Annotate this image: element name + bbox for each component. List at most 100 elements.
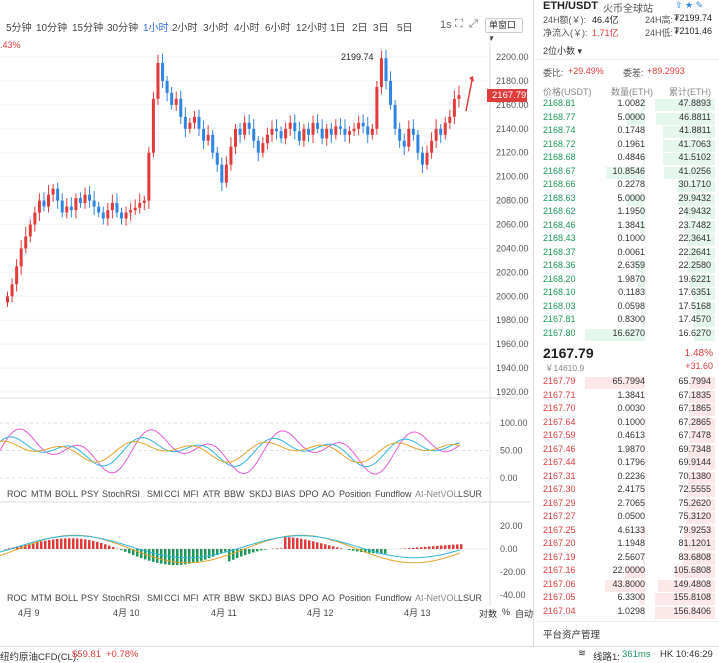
indicator-14[interactable]: Position — [339, 489, 371, 499]
indicator-11[interactable]: BIAS — [275, 489, 296, 499]
decimals-select[interactable]: 2位小数 ▾ — [543, 44, 582, 57]
indicator-2-b[interactable]: BOLL — [55, 593, 78, 603]
price-cell: 2167.20 — [543, 538, 576, 548]
indicator-12-b[interactable]: DPO — [299, 593, 319, 603]
fullscreen-icon[interactable]: ⛶ — [455, 18, 463, 31]
indicator-10-b[interactable]: SKDJ — [249, 593, 272, 603]
share-icon[interactable]: ⇪ ★ ✎ — [675, 0, 703, 11]
interval-1[interactable]: 10分钟 — [36, 19, 67, 34]
indicator-16[interactable]: AI-NetVOL — [415, 489, 459, 499]
interval-7[interactable]: 4小时 — [234, 19, 260, 34]
indicator-3-b[interactable]: PSY — [81, 593, 99, 603]
indicator-1-b[interactable]: MTM — [31, 593, 52, 603]
indicator-3[interactable]: PSY — [81, 489, 99, 499]
asset-mgmt-link[interactable]: 平台资产管理 — [543, 627, 600, 641]
indicator-9-b[interactable]: BBW — [224, 593, 245, 603]
indicator-11-b[interactable]: BIAS — [275, 593, 296, 603]
interval-10[interactable]: 1日 — [330, 19, 346, 34]
interval-4[interactable]: 1小时 — [143, 19, 169, 34]
indicator-14-b[interactable]: Position — [339, 593, 371, 603]
interval-12[interactable]: 3日 — [373, 19, 389, 34]
window-select[interactable]: 单窗口 ▾ — [485, 18, 523, 33]
indicator-17[interactable]: LSUR — [458, 489, 482, 499]
indicator-6[interactable]: CCI — [164, 489, 180, 499]
interval-0[interactable]: 5分钟 — [6, 19, 32, 34]
indicator-6-b[interactable]: CCI — [164, 593, 180, 603]
indicator-7[interactable]: MFI — [183, 489, 199, 499]
indicator-4-b[interactable]: StochRSI — [102, 593, 140, 603]
indicator-4[interactable]: StochRSI — [102, 489, 140, 499]
line-label[interactable]: 线路1: — [593, 649, 620, 663]
interval-3[interactable]: 30分钟 — [107, 19, 138, 34]
interval-9[interactable]: 12小时 — [296, 19, 327, 34]
price-cell: 2168.03 — [543, 301, 576, 311]
indicator-13[interactable]: AO — [322, 489, 335, 499]
pct-option[interactable]: % — [502, 607, 510, 617]
interval-11[interactable]: 2日 — [352, 19, 368, 34]
interval-2[interactable]: 15分钟 — [72, 19, 103, 34]
indicator-9[interactable]: BBW — [224, 489, 245, 499]
interval-6[interactable]: 3小时 — [203, 19, 229, 34]
indicator-5-b[interactable]: SMI — [147, 593, 163, 603]
indicator-8[interactable]: ATR — [203, 489, 220, 499]
sel-label[interactable]: 1s — [440, 19, 452, 31]
indicator-10[interactable]: SKDJ — [249, 489, 272, 499]
indicator-15[interactable]: Fundflow — [375, 489, 412, 499]
indicator-5[interactable]: SMI — [147, 489, 163, 499]
indicator-0-b[interactable]: ROC — [7, 593, 27, 603]
indicator-1[interactable]: MTM — [31, 489, 52, 499]
indicator-8-b[interactable]: ATR — [203, 593, 220, 603]
indicator-16-b[interactable]: AI-NetVOL — [415, 593, 459, 603]
indicator-12[interactable]: DPO — [299, 489, 319, 499]
indicator-15-b[interactable]: Fundflow — [375, 593, 412, 603]
interval-8[interactable]: 6小时 — [265, 19, 291, 34]
indicator-13-b[interactable]: AO — [322, 593, 335, 603]
indicator-17-b[interactable]: LSUR — [458, 593, 482, 603]
expand-icon[interactable]: ⤢ — [469, 18, 478, 31]
interval-5[interactable]: 2小时 — [172, 19, 198, 34]
auto-option[interactable]: 自动 — [515, 607, 533, 620]
indicator-7-b[interactable]: MFI — [183, 593, 199, 603]
log-option[interactable]: 对数 — [479, 607, 497, 620]
indicator-2[interactable]: BOLL — [55, 489, 78, 499]
indicator-0[interactable]: ROC — [7, 489, 27, 499]
interval-13[interactable]: 5日 — [397, 19, 413, 34]
